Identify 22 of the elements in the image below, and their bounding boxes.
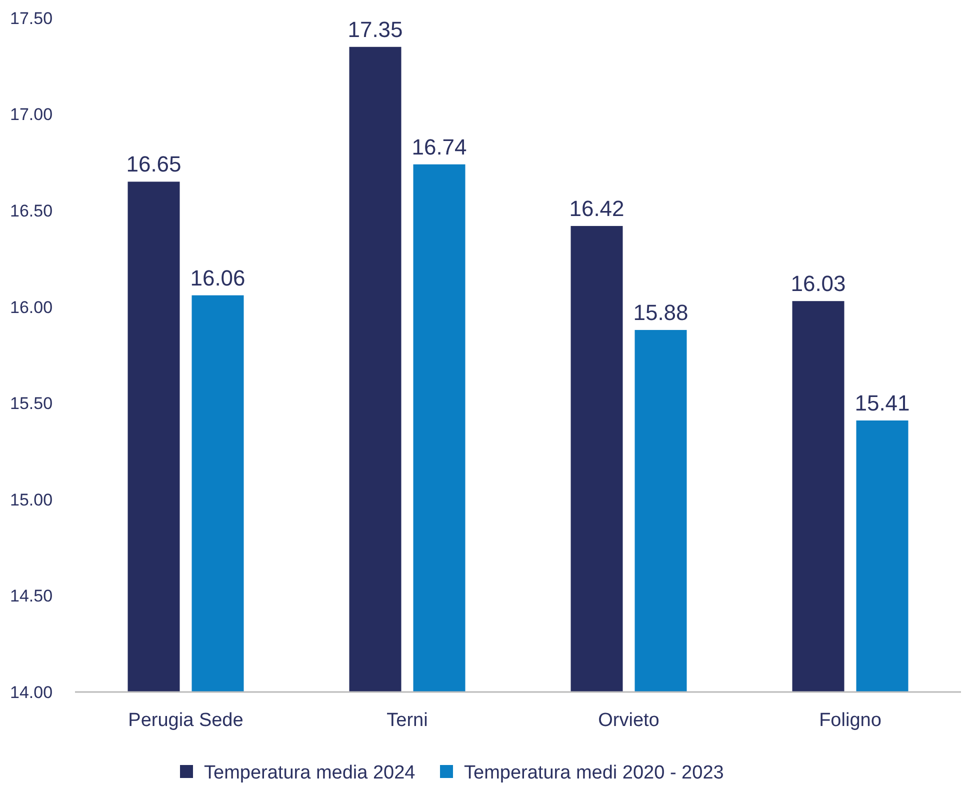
x-tick-label: Foligno <box>819 710 882 731</box>
y-tick-label: 16.50 <box>10 202 53 221</box>
y-tick-label: 14.50 <box>10 586 53 606</box>
y-tick-label: 17.00 <box>10 105 53 124</box>
data-label: 15.88 <box>633 300 688 325</box>
data-label: 15.41 <box>854 390 910 416</box>
data-label: 16.42 <box>569 196 624 221</box>
y-tick-label: 15.00 <box>10 490 53 510</box>
data-label: 17.35 <box>348 16 403 42</box>
y-tick-label: 17.50 <box>10 8 53 28</box>
data-label: 16.06 <box>190 265 246 290</box>
x-tick-label: Terni <box>386 710 428 731</box>
y-tick-label: 15.50 <box>10 394 53 414</box>
data-label: 16.65 <box>126 152 182 177</box>
data-label: 16.74 <box>412 134 467 160</box>
legend-label: Temperatura medi 2020 - 2023 <box>464 762 724 784</box>
x-tick-label: Perugia Sede <box>128 710 244 731</box>
data-label: 16.03 <box>790 271 846 296</box>
x-tick-label: Orvieto <box>598 710 660 731</box>
legend-label: Temperatura media 2024 <box>204 762 416 784</box>
y-tick-label: 14.00 <box>10 682 53 702</box>
y-tick-label: 16.00 <box>10 298 53 317</box>
